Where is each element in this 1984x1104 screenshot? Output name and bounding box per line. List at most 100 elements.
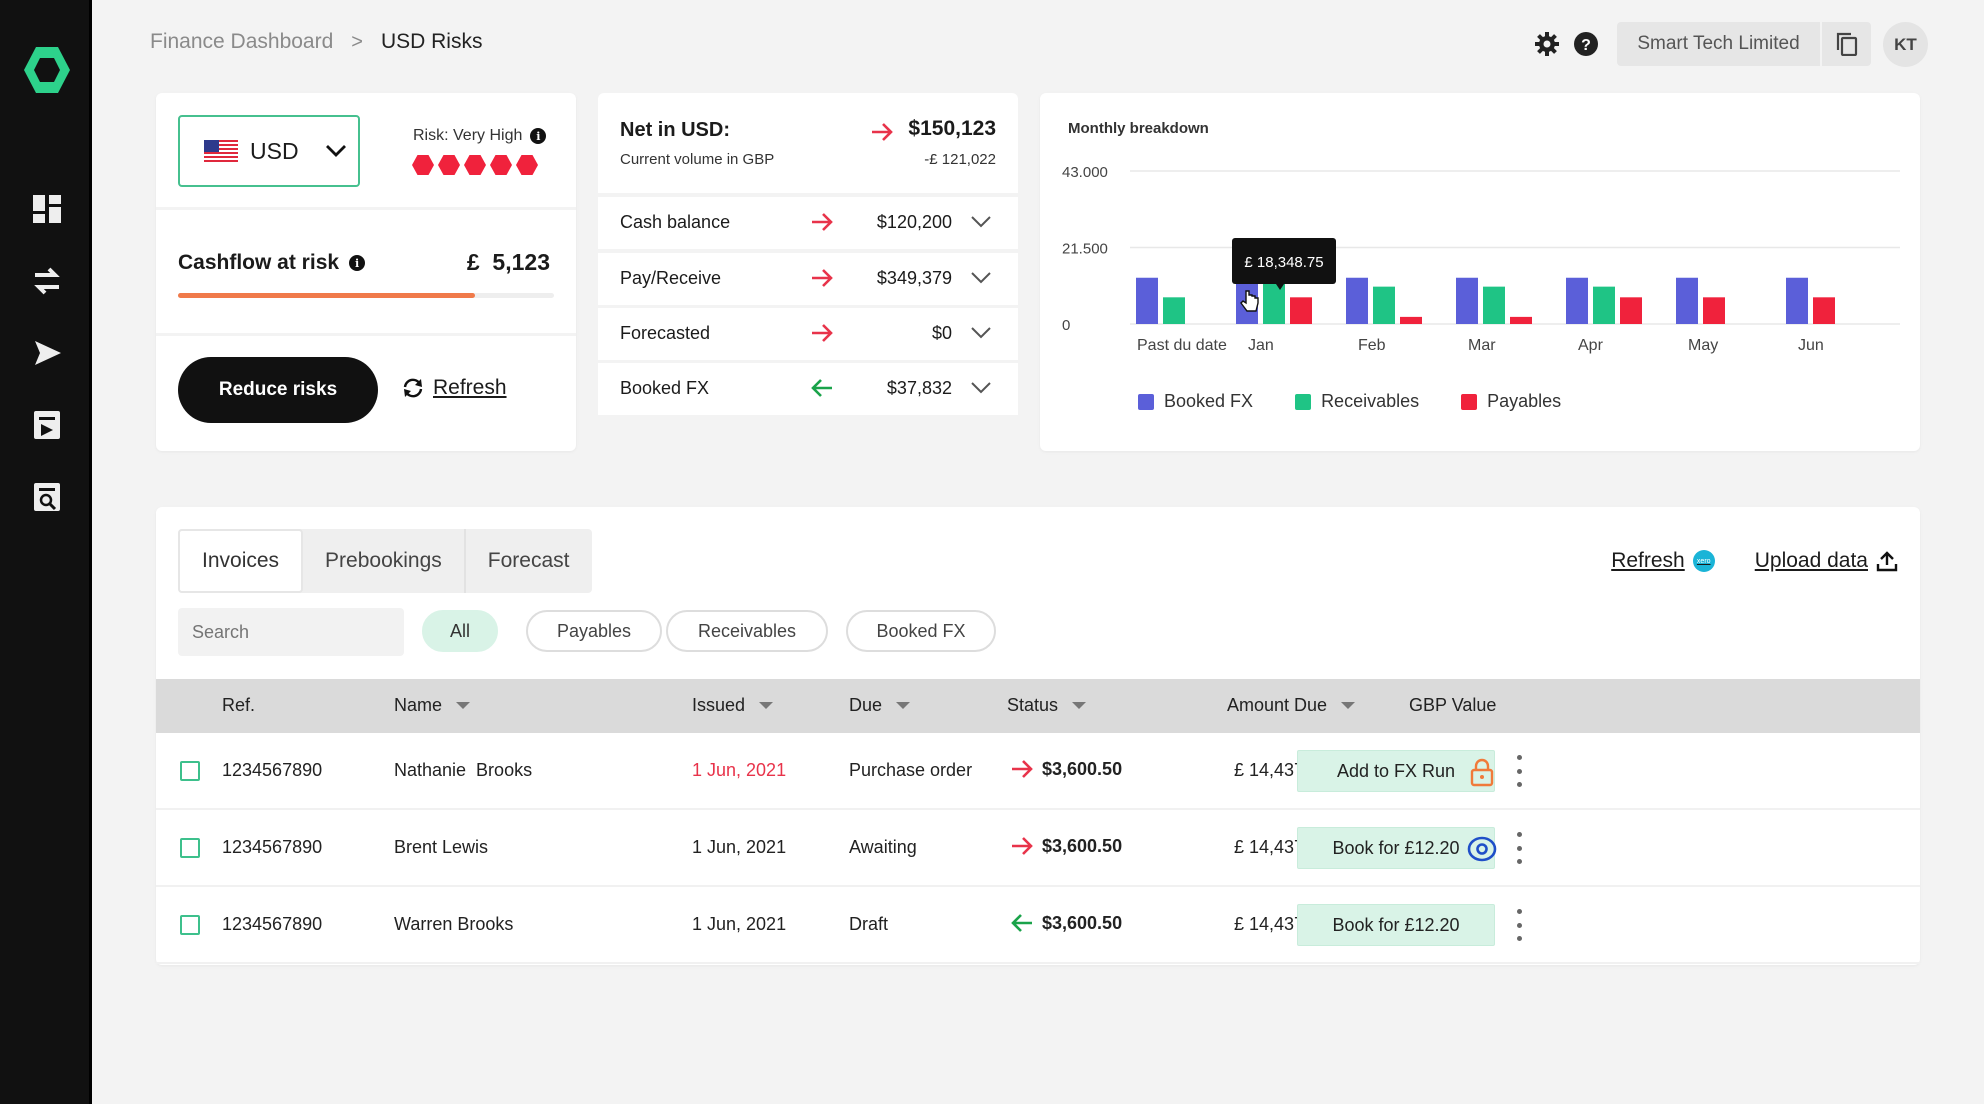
company-switcher[interactable]: Smart Tech Limited (1617, 22, 1871, 66)
filter-chip-all[interactable]: All (422, 610, 498, 652)
row-checkbox[interactable] (180, 838, 200, 858)
cashflow-progress-track (178, 293, 554, 298)
column-header[interactable]: GBP Value (1409, 695, 1496, 716)
lock-icon[interactable] (1467, 757, 1497, 787)
bar-receivables[interactable] (1483, 286, 1505, 324)
column-header[interactable]: Status (1007, 695, 1087, 716)
cashflow-label-text: Cashflow at risk (178, 251, 340, 274)
column-header[interactable]: Amount Due (1227, 695, 1356, 716)
upload-data-label: Upload data (1754, 549, 1868, 572)
upload-data-link[interactable]: Upload data (1755, 549, 1898, 573)
info-icon[interactable]: i (349, 255, 366, 271)
legend-item[interactable]: Receivables (1295, 391, 1419, 412)
x-tick-label: Mar (1468, 337, 1496, 354)
arrow-right-icon (1012, 760, 1033, 778)
currency-select[interactable]: USD (178, 115, 360, 187)
direction-indicator (810, 377, 834, 404)
bar-booked-fx[interactable] (1566, 277, 1588, 324)
gear-icon[interactable] (1534, 31, 1560, 57)
bar-booked-fx[interactable] (1786, 277, 1808, 324)
cell-issued: 1 Jun, 2021 (692, 837, 787, 857)
bar-receivables[interactable] (1163, 297, 1185, 324)
cell-name: Brent Lewis (394, 837, 489, 857)
summary-row[interactable]: Booked FX $37,832 (598, 363, 1018, 415)
bar-booked-fx[interactable] (1456, 277, 1478, 324)
info-icon[interactable]: i (530, 128, 547, 144)
more-options-icon[interactable] (1517, 755, 1523, 787)
bar-payables[interactable] (1510, 316, 1532, 324)
help-icon[interactable]: ? (1573, 31, 1599, 57)
x-tick-label: Feb (1358, 337, 1386, 354)
row-checkbox[interactable] (180, 761, 200, 781)
arrow-left-icon (1011, 914, 1032, 932)
summary-row[interactable]: Pay/Receive $349,379 (598, 253, 1018, 305)
avatar[interactable]: KT (1883, 22, 1928, 67)
arrow-left-icon (811, 379, 832, 397)
search-input[interactable] (192, 621, 424, 643)
transfer-icon[interactable] (31, 265, 63, 297)
breadcrumb-parent[interactable]: Finance Dashboard (150, 30, 334, 53)
row-checkbox[interactable] (180, 915, 200, 935)
cell-ref: 1234567890 (222, 837, 323, 857)
bar-booked-fx[interactable] (1676, 277, 1698, 324)
bar-booked-fx[interactable] (1136, 277, 1158, 324)
chevron-down-icon[interactable] (970, 381, 992, 400)
currency-value: USD (250, 137, 299, 164)
search-document-icon[interactable] (31, 481, 63, 513)
net-value: $150,123 (908, 117, 996, 140)
reduce-risks-button[interactable]: Reduce risks (178, 357, 378, 423)
logo[interactable] (22, 45, 72, 95)
bar-booked-fx[interactable] (1346, 277, 1368, 324)
risk-indicator (412, 155, 538, 175)
bar-payables[interactable] (1620, 297, 1642, 324)
more-options-icon[interactable] (1517, 909, 1523, 941)
column-header[interactable]: Ref. (222, 695, 255, 716)
column-header[interactable]: Name (394, 695, 471, 716)
chevron-down-icon[interactable] (970, 215, 992, 234)
column-header-label: Status (1007, 695, 1059, 715)
bar-payables[interactable] (1813, 297, 1835, 324)
summary-row-label: Booked FX (620, 378, 710, 398)
bar-payables[interactable] (1703, 297, 1725, 324)
refresh-xero-link[interactable]: Refresh xero (1611, 549, 1715, 573)
invoice-icon[interactable] (31, 409, 63, 441)
summary-row-value: $120,200 (876, 212, 952, 232)
chevron-down-icon[interactable] (970, 271, 992, 290)
refresh-link[interactable]: Refresh (401, 376, 507, 400)
sort-caret-icon (456, 702, 471, 709)
row-action-button[interactable]: Add to FX Run (1297, 750, 1495, 792)
direction-indicator (810, 267, 834, 294)
filter-chip-receivables[interactable]: Receivables (666, 610, 828, 652)
tab-forecast[interactable]: Forecast (487, 549, 570, 572)
bar-payables[interactable] (1290, 297, 1312, 324)
summary-row[interactable]: Forecasted $0 (598, 308, 1018, 360)
tab-prebookings[interactable]: Prebookings (303, 529, 466, 593)
legend-item[interactable]: Payables (1461, 391, 1561, 412)
x-tick-label: Jun (1798, 337, 1824, 354)
filter-chip-booked-fx[interactable]: Booked FX (846, 610, 996, 652)
column-header[interactable]: Issued (692, 695, 774, 716)
copy-icon[interactable] (1820, 22, 1871, 66)
legend-item[interactable]: Booked FX (1138, 391, 1253, 412)
bar-receivables[interactable] (1593, 286, 1615, 324)
tab-bar: Invoices Prebookings Forecast (178, 529, 592, 593)
column-header[interactable]: Due (849, 695, 911, 716)
arrow-right-icon (812, 269, 833, 287)
bar-payables[interactable] (1400, 316, 1422, 324)
breadcrumb: Finance Dashboard > USD Risks (150, 30, 482, 54)
amount-value: $3,600.50 (1042, 912, 1123, 933)
legend-label: Receivables (1321, 391, 1420, 411)
bar-receivables[interactable] (1373, 286, 1395, 324)
tab-invoices[interactable]: Invoices (178, 529, 304, 593)
eye-icon[interactable] (1467, 834, 1497, 864)
filter-chip-payables[interactable]: Payables (526, 610, 662, 652)
send-icon[interactable] (31, 337, 63, 369)
cell-ref: 1234567890 (222, 760, 323, 780)
chevron-down-icon[interactable] (970, 326, 992, 345)
dashboard-icon[interactable] (31, 193, 63, 225)
risk-dot (464, 155, 486, 175)
row-action-button[interactable]: Book for £12.20 (1297, 904, 1495, 946)
summary-row[interactable]: Cash balance $120,200 (598, 197, 1018, 249)
more-options-icon[interactable] (1517, 832, 1523, 864)
row-action-button[interactable]: Book for £12.20 (1297, 827, 1495, 869)
